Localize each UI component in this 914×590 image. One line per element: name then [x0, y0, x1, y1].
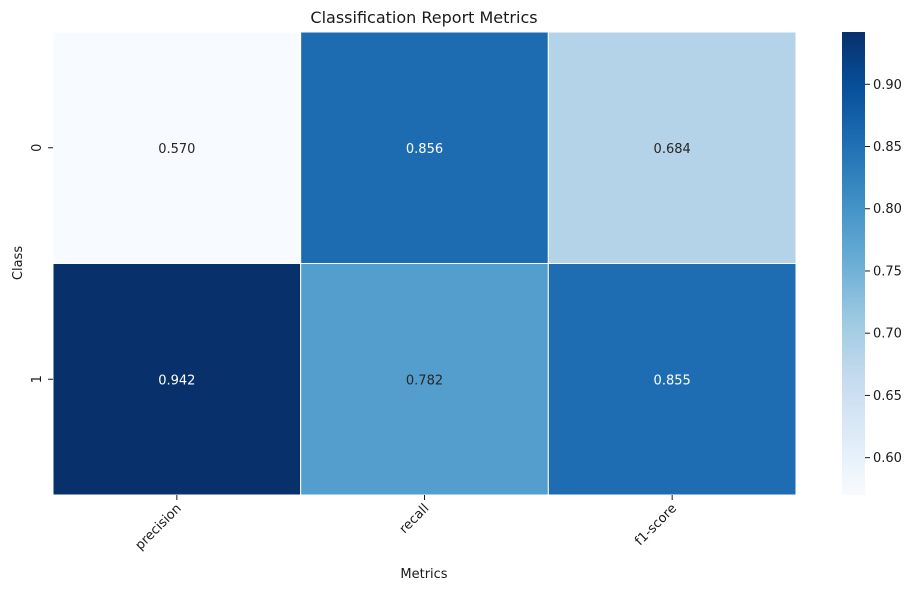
colorbar [842, 32, 865, 495]
heatmap-cell-0-precision [52, 31, 302, 264]
heatmap-cell-1-precision [52, 263, 302, 496]
colorbar-tick-label: 0.80 [873, 202, 902, 217]
colorbar-tick-label: 0.75 [873, 264, 902, 279]
y-tick-label: 0 [30, 144, 45, 152]
x-tick-label: recall [397, 501, 433, 537]
chart-title: Classification Report Metrics [310, 8, 537, 27]
colorbar-tick-label: 0.85 [873, 140, 902, 155]
colorbar-tick-label: 0.65 [873, 389, 902, 404]
cell-value-label: 0.782 [406, 373, 443, 388]
colorbar-tick-label: 0.60 [873, 451, 902, 466]
y-tick-label: 1 [30, 375, 45, 383]
cell-value-label: 0.856 [406, 142, 443, 157]
heatmap-cell-0-recall [300, 31, 549, 264]
colorbar-tick-label: 0.90 [873, 78, 902, 93]
y-axis-label: Class [11, 246, 26, 280]
cell-value-label: 0.570 [158, 142, 195, 157]
y-axis-ticks: 01 [30, 144, 53, 383]
heatmap-cell-1-recall [300, 263, 549, 496]
heatmap-cell-labels: 0.570 0.856 0.684 0.942 0.782 0.855 [158, 142, 691, 389]
heatmap-cells [52, 31, 797, 496]
x-axis-ticks: precision recall f1-score [133, 495, 680, 553]
colorbar-tick-label: 0.70 [873, 327, 902, 342]
heatmap-cell-1-f1-score [547, 263, 797, 496]
cell-value-label: 0.942 [158, 373, 195, 388]
x-tick-label: f1-score [632, 501, 680, 549]
x-tick-label: precision [133, 501, 185, 553]
x-axis-label: Metrics [400, 567, 447, 582]
cell-value-label: 0.855 [654, 373, 691, 388]
cell-value-label: 0.684 [654, 142, 691, 157]
heatmap-cell-0-f1-score [547, 31, 797, 264]
colorbar-ticks: 0.60 0.65 0.70 0.75 0.80 0.85 0.90 [865, 78, 902, 466]
